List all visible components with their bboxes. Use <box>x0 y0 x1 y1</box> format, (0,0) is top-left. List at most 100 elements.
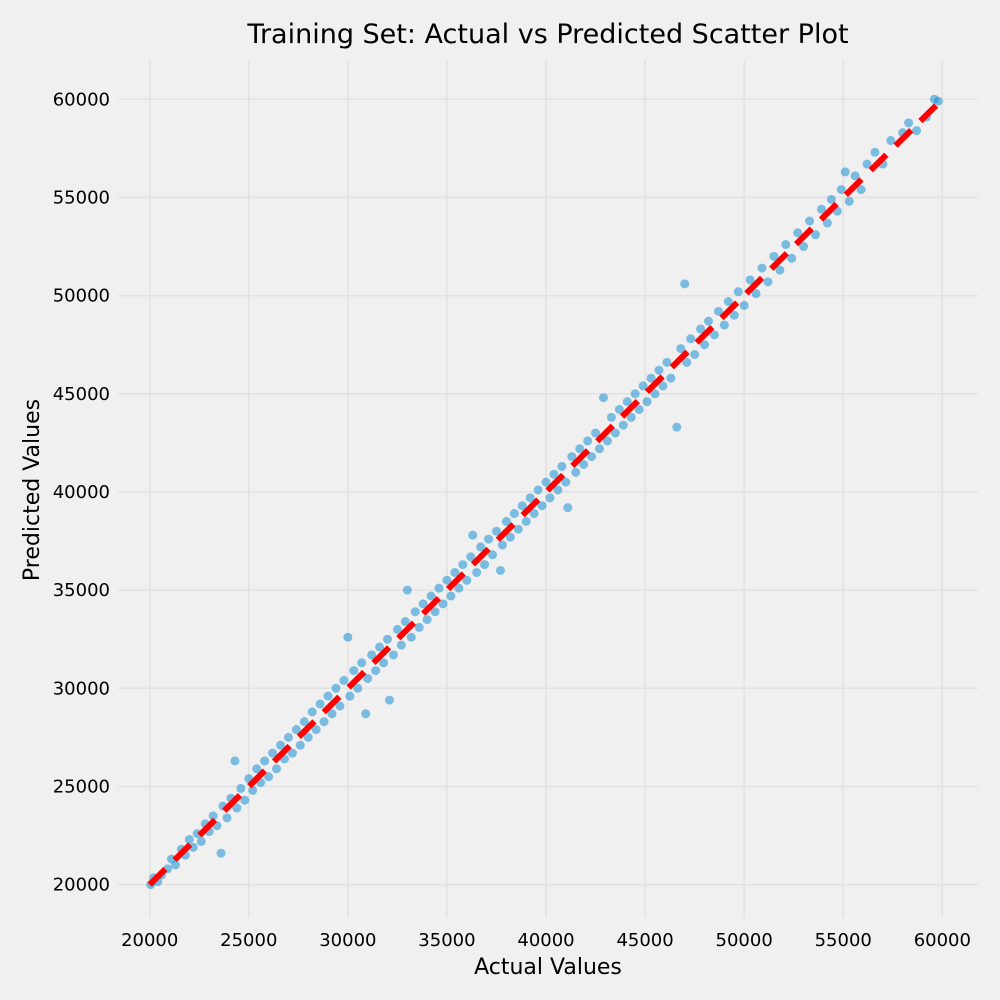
y-tick-label: 35000 <box>53 580 110 601</box>
data-point <box>549 469 559 479</box>
x-tick-label: 50000 <box>716 930 773 951</box>
data-point <box>216 848 226 858</box>
data-point <box>513 524 523 534</box>
data-point <box>579 459 589 469</box>
data-point <box>414 622 424 632</box>
data-point <box>252 764 262 774</box>
data-point <box>591 428 601 438</box>
data-point <box>682 357 692 367</box>
reference-line-layer <box>147 101 941 887</box>
x-tick-label: 20000 <box>121 930 178 951</box>
data-point <box>595 444 605 454</box>
data-point <box>418 599 428 609</box>
data-point <box>287 748 297 758</box>
data-point <box>650 389 660 399</box>
data-point <box>541 477 551 487</box>
data-point <box>840 167 850 177</box>
data-point <box>672 422 682 432</box>
data-point <box>388 650 398 660</box>
data-point <box>862 159 872 169</box>
data-point <box>283 732 293 742</box>
data-point <box>472 567 482 577</box>
data-point <box>886 135 896 145</box>
data-point <box>505 532 515 542</box>
data-point <box>836 185 846 195</box>
data-point <box>311 725 321 735</box>
data-point <box>816 204 826 214</box>
data-point <box>275 740 285 750</box>
chart-title: Training Set: Actual vs Predicted Scatte… <box>246 19 848 50</box>
x-tick-label: 60000 <box>914 930 971 951</box>
data-point <box>856 185 866 195</box>
data-point <box>630 389 640 399</box>
data-point <box>240 795 250 805</box>
data-point <box>295 740 305 750</box>
data-point <box>476 542 486 552</box>
data-point <box>438 599 448 609</box>
data-point <box>357 658 367 668</box>
data-point <box>545 493 555 503</box>
data-point <box>658 381 668 391</box>
data-point <box>353 683 363 693</box>
data-point <box>454 583 464 593</box>
data-point <box>367 650 377 660</box>
data-point <box>733 287 743 297</box>
data-point <box>757 263 767 273</box>
x-tick-label: 30000 <box>319 930 376 951</box>
data-point <box>361 709 371 719</box>
grid <box>118 60 978 918</box>
data-point <box>260 756 270 766</box>
data-point <box>491 526 501 536</box>
data-point <box>170 860 180 870</box>
y-tick-label: 55000 <box>53 187 110 208</box>
x-tick-label: 40000 <box>517 930 574 951</box>
data-point <box>769 251 779 261</box>
data-point <box>184 834 194 844</box>
data-point <box>745 275 755 285</box>
data-point <box>468 530 478 540</box>
data-point <box>610 428 620 438</box>
data-point <box>480 560 490 570</box>
y-axis-label: Predicted Values <box>20 399 45 581</box>
data-point <box>587 452 597 462</box>
data-point <box>299 717 309 727</box>
data-point <box>466 552 476 562</box>
data-point <box>713 306 723 316</box>
data-point <box>236 783 246 793</box>
data-point <box>422 615 432 625</box>
data-point <box>763 277 773 287</box>
data-point <box>248 785 258 795</box>
data-point <box>606 412 616 422</box>
x-tick-label: 25000 <box>220 930 277 951</box>
data-point <box>327 709 337 719</box>
data-point <box>458 560 468 570</box>
data-point <box>319 717 329 727</box>
data-point <box>751 289 761 299</box>
data-point <box>680 279 690 289</box>
data-point <box>521 516 531 526</box>
data-point <box>598 393 608 403</box>
data-point <box>396 640 406 650</box>
x-tick-label: 55000 <box>815 930 872 951</box>
x-tick-label: 45000 <box>616 930 673 951</box>
data-point <box>497 540 507 550</box>
data-point <box>450 567 460 577</box>
data-point <box>686 334 696 344</box>
data-point <box>268 748 278 758</box>
data-point <box>553 485 563 495</box>
y-tick-label: 50000 <box>53 286 110 307</box>
data-point <box>614 404 624 414</box>
data-point <box>844 196 854 206</box>
data-point <box>933 96 943 106</box>
data-point <box>517 501 527 511</box>
data-point <box>208 811 218 821</box>
y-tick-label: 25000 <box>53 776 110 797</box>
y-tick-label: 40000 <box>53 482 110 503</box>
data-point <box>484 534 494 544</box>
data-point <box>583 436 593 446</box>
data-point <box>704 316 714 326</box>
data-point <box>642 397 652 407</box>
data-point <box>430 607 440 617</box>
